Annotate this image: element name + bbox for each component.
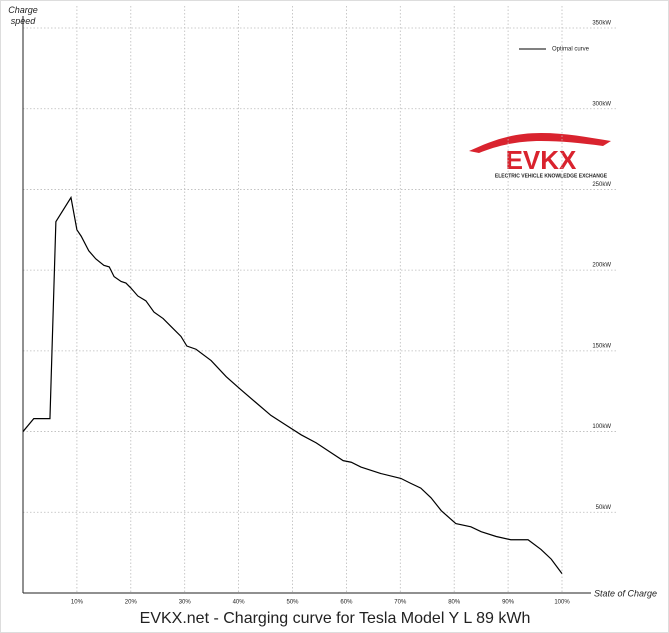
chart-title: EVKX.net - Charging curve for Tesla Mode… — [140, 610, 531, 627]
x-tick-label: 20% — [125, 600, 138, 606]
y-axis-label: Charge speed — [8, 5, 38, 26]
y-tick-label: 100kW — [592, 424, 611, 430]
x-tick-label: 40% — [233, 600, 246, 606]
logo: EVKX ELECTRIC VEHICLE KNOWLEDGE EXCHANGE — [469, 133, 611, 179]
logo-tagline: ELECTRIC VEHICLE KNOWLEDGE EXCHANGE — [495, 173, 608, 179]
data-line — [22, 195, 563, 574]
y-tick-label: 150kW — [592, 343, 611, 349]
x-axis-label: State of Charge — [594, 588, 657, 598]
x-tick-label: 90% — [502, 600, 515, 606]
x-tick-label: 70% — [394, 600, 407, 606]
y-tick-label: 200kW — [592, 263, 611, 269]
y-tick-label: 300kW — [592, 101, 611, 107]
x-tick-label: 30% — [179, 600, 192, 606]
x-tick-label: 100% — [554, 600, 570, 606]
x-tick-label: 10% — [71, 600, 84, 606]
y-tick-label: 350kW — [592, 21, 611, 27]
x-tick-label: 60% — [340, 600, 353, 606]
y-tick-label: 250kW — [592, 182, 611, 188]
logo-car — [469, 133, 611, 153]
logo-text: EVKX — [506, 145, 577, 175]
x-tick-label: 80% — [448, 600, 461, 606]
x-tick-label: 50% — [286, 600, 299, 606]
y-tick-label: 50kW — [596, 505, 612, 511]
legend-label: Optimal curve — [552, 47, 590, 53]
